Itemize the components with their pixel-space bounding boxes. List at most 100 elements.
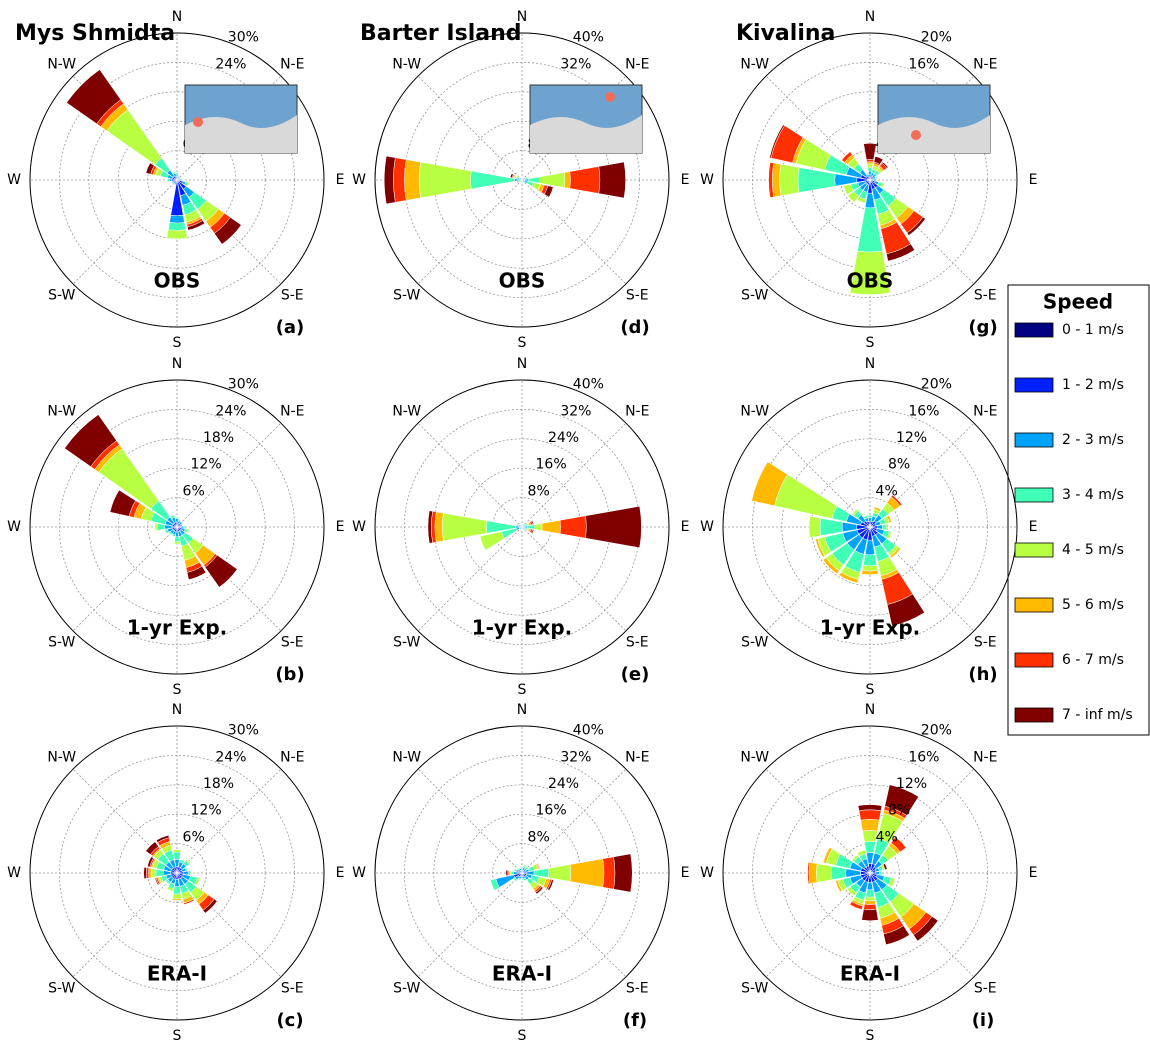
direction-label: S-W bbox=[48, 980, 75, 996]
direction-label: W bbox=[700, 172, 714, 188]
direction-label: N-W bbox=[392, 404, 421, 420]
direction-label: S-E bbox=[626, 287, 649, 303]
r-tick-label: 16% bbox=[908, 749, 939, 765]
wedge-segment bbox=[862, 565, 877, 571]
wedge-segment bbox=[603, 857, 615, 889]
r-tick-label: 30% bbox=[228, 723, 259, 739]
r-tick-label: 32% bbox=[560, 749, 591, 765]
direction-label: S bbox=[518, 335, 527, 351]
figure: Speed 6%12%18%24%30%NN-EES-ESS-WWN-WOBS(… bbox=[0, 0, 1150, 1040]
r-tick-label: 40% bbox=[573, 377, 604, 393]
wedge-segment bbox=[548, 865, 570, 882]
legend-swatch bbox=[1015, 653, 1053, 667]
direction-label: S bbox=[173, 335, 182, 351]
r-tick-label: 8% bbox=[888, 457, 910, 473]
panel-label: 1-yr Exp. bbox=[472, 616, 573, 640]
direction-label: E bbox=[1029, 519, 1038, 535]
wedge-segment bbox=[144, 867, 147, 879]
r-tick-label: 40% bbox=[573, 30, 604, 46]
direction-label: W bbox=[352, 865, 366, 881]
direction-label: N-W bbox=[740, 404, 769, 420]
wedge-segment bbox=[882, 524, 886, 530]
panel-letter: (d) bbox=[620, 317, 649, 338]
panel-label: ERA-I bbox=[840, 962, 900, 986]
wedge-segment bbox=[172, 899, 182, 901]
r-tick-label: 24% bbox=[215, 749, 246, 765]
legend-label: 7 - inf m/s bbox=[1062, 707, 1133, 723]
windrose-panel: 4%8%12%16%20%NN-EES-ESS-WWN-WERA-I(i) bbox=[700, 702, 1037, 1040]
direction-label: W bbox=[700, 519, 714, 535]
direction-label: N-W bbox=[392, 57, 421, 73]
r-tick-label: 32% bbox=[560, 403, 591, 419]
panel-letter: (i) bbox=[972, 1010, 995, 1031]
direction-label: S-E bbox=[974, 287, 997, 303]
direction-label: S-E bbox=[281, 287, 304, 303]
direction-label: S-E bbox=[626, 980, 649, 996]
wedge-segment bbox=[521, 524, 522, 525]
r-tick-label: 20% bbox=[921, 377, 952, 393]
direction-label: S-W bbox=[741, 634, 768, 650]
direction-label: N-E bbox=[625, 404, 649, 420]
panel-letter: (a) bbox=[276, 317, 305, 338]
wedge-segment bbox=[867, 164, 873, 168]
wedge-segment bbox=[168, 222, 186, 230]
panel-label: OBS bbox=[847, 269, 894, 293]
direction-label: E bbox=[336, 865, 345, 881]
wedge-segment bbox=[173, 887, 180, 895]
panel-label: OBS bbox=[499, 269, 546, 293]
wedge-segment bbox=[542, 520, 561, 533]
wedge-segment bbox=[188, 871, 191, 876]
wedge-segment bbox=[772, 163, 781, 197]
direction-label: W bbox=[7, 519, 21, 535]
direction-label: S-E bbox=[281, 634, 304, 650]
station-title: Mys Shmidta bbox=[15, 21, 175, 46]
direction-label: N-W bbox=[47, 404, 76, 420]
r-tick-label: 8% bbox=[528, 483, 550, 499]
r-tick-label: 18% bbox=[203, 776, 234, 792]
wedge-segment bbox=[809, 862, 817, 883]
legend-label: 3 - 4 m/s bbox=[1062, 487, 1124, 503]
direction-label: S-E bbox=[974, 980, 997, 996]
r-tick-label: 30% bbox=[228, 377, 259, 393]
wedge-segment bbox=[864, 904, 877, 910]
wedge-segment bbox=[820, 518, 842, 535]
wedge-segment bbox=[780, 164, 799, 195]
wedge-segment bbox=[599, 162, 626, 198]
wedge-segment bbox=[471, 171, 515, 189]
wedge-segment bbox=[877, 525, 882, 529]
wedge-segment bbox=[506, 870, 508, 876]
wedge-segment bbox=[816, 864, 831, 883]
direction-label: N-W bbox=[47, 750, 76, 766]
wedge-segment bbox=[175, 517, 178, 519]
r-tick-label: 12% bbox=[191, 803, 222, 819]
direction-label: N-E bbox=[625, 57, 649, 73]
wedge-segment bbox=[879, 871, 881, 875]
direction-label: S bbox=[518, 1028, 527, 1040]
direction-label: N bbox=[172, 702, 182, 718]
wedge-segment bbox=[864, 143, 877, 159]
direction-label: N bbox=[865, 356, 875, 372]
direction-label: N-E bbox=[973, 404, 997, 420]
direction-label: S-W bbox=[48, 287, 75, 303]
wedge-segment bbox=[862, 570, 879, 574]
direction-label: S-E bbox=[626, 634, 649, 650]
direction-label: W bbox=[700, 865, 714, 881]
panel-letter: (f) bbox=[623, 1010, 647, 1031]
r-tick-label: 16% bbox=[536, 457, 567, 473]
wedge-segment bbox=[570, 859, 604, 887]
wedge-segment bbox=[521, 878, 523, 879]
r-tick-label: 30% bbox=[228, 30, 259, 46]
direction-label: S-W bbox=[48, 634, 75, 650]
wedge-segment bbox=[585, 506, 641, 547]
wedge-segment bbox=[868, 168, 872, 172]
wedge-segment bbox=[521, 178, 522, 179]
r-tick-label: 16% bbox=[908, 403, 939, 419]
direction-label: N bbox=[517, 356, 527, 372]
direction-label: N-W bbox=[47, 57, 76, 73]
wedge-segment bbox=[564, 172, 570, 189]
wedge-segment bbox=[170, 215, 185, 223]
r-tick-label: 12% bbox=[896, 430, 927, 446]
windrose-panel: 4%8%12%16%20%NN-EES-ESS-WWN-WOBS(g)Kival… bbox=[700, 9, 1037, 351]
panel-label: ERA-I bbox=[492, 962, 552, 986]
